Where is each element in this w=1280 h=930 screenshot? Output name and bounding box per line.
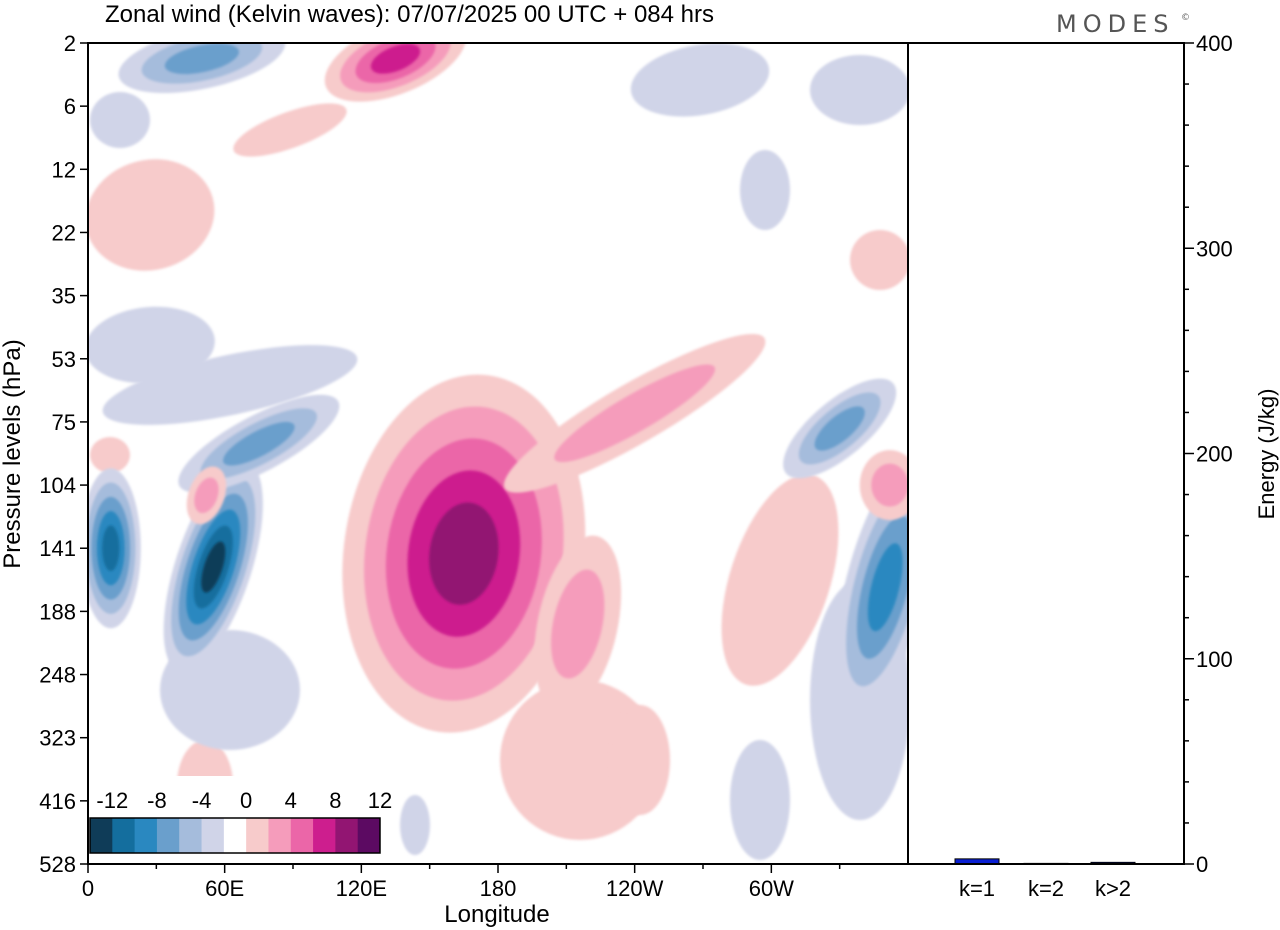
energy-tick-label: 200: [1196, 442, 1233, 467]
y-tick-label: 75: [52, 410, 76, 435]
colorbar-swatch: [112, 818, 136, 853]
contour-patch: [88, 159, 215, 271]
contour-patch: [102, 345, 358, 425]
y-axis-title: Pressure levels (hPa): [0, 339, 26, 568]
colorbar-swatch: [313, 818, 336, 853]
colorbar-swatch: [179, 818, 203, 853]
contour-band: [867, 543, 903, 632]
colorbar-swatch: [156, 818, 180, 853]
contour-band: [871, 463, 908, 507]
colorbar-label: 8: [329, 788, 341, 813]
contour-band: [194, 477, 219, 514]
contour-band: [223, 421, 295, 466]
colorbar-swatch: [90, 818, 113, 853]
x-tick-label: 0: [82, 876, 94, 901]
y-tick-label: 2: [64, 31, 76, 56]
y-tick-label: 528: [39, 852, 76, 877]
y-tick-label: 323: [39, 726, 76, 751]
energy-category-label: k>2: [1095, 876, 1131, 901]
y-tick-label: 53: [52, 347, 76, 372]
colorbar: -12 -8 -4 0 4 8 12: [86, 776, 392, 857]
energy-tick-label: 0: [1196, 852, 1208, 877]
colorbar-label: 0: [240, 788, 252, 813]
colorbar-swatch: [246, 818, 269, 853]
contour-patch: [90, 92, 150, 148]
energy-bars: k=1 k=2 k>2: [954, 858, 1136, 901]
y-tick-label: 141: [39, 536, 76, 561]
colorbar-swatch: [223, 818, 247, 853]
energy-category-label: k=2: [1028, 876, 1064, 901]
contour-field: [88, 43, 908, 860]
contour-patch: [88, 306, 215, 384]
colorbar-swatch: [134, 818, 158, 853]
chart-title: Zonal wind (Kelvin waves): 07/07/2025 00…: [105, 1, 714, 28]
energy-axis-title: Energy (J/kg): [1254, 389, 1279, 520]
contour-band: [551, 569, 605, 679]
contour-patch: [610, 705, 670, 815]
y-tick-label: 248: [39, 663, 76, 688]
colorbar-label: -4: [192, 788, 212, 813]
colorbar-swatch: [201, 818, 225, 853]
x-tick-label: 180: [480, 876, 517, 901]
colorbar-label: 4: [285, 788, 297, 813]
contour-band: [554, 364, 716, 463]
y-tick-label: 22: [52, 220, 76, 245]
contour-band: [370, 43, 421, 74]
energy-tick-label: 100: [1196, 647, 1233, 672]
x-tick-label: 60E: [205, 876, 244, 901]
energy-category-label: k=1: [959, 876, 995, 901]
contour-patch: [740, 150, 790, 230]
y-tick-label: 416: [39, 789, 76, 814]
y-tick-label: 35: [52, 284, 76, 309]
brand-copyright-mark: ©: [1181, 13, 1196, 23]
contour-patch: [400, 795, 430, 855]
contour-band: [102, 525, 120, 572]
contour-patch: [90, 437, 130, 473]
colorbar-label: -12: [96, 788, 128, 813]
y-tick-label: 12: [52, 157, 76, 182]
y-tick-label: 104: [39, 473, 76, 498]
contour-band: [814, 406, 865, 451]
y-tick-label: 6: [64, 94, 76, 119]
contour-patch: [630, 43, 770, 117]
contour-patch: [730, 740, 790, 860]
colorbar-label: 12: [368, 788, 392, 813]
x-axis-title: Longitude: [444, 901, 549, 928]
energy-tick-label: 300: [1196, 236, 1233, 261]
energy-frame: [907, 42, 1185, 865]
colorbar-swatch: [335, 818, 359, 853]
colorbar-swatch: [268, 818, 292, 853]
energy-tick-label: 400: [1196, 31, 1233, 56]
y-tick-label: 188: [39, 599, 76, 624]
contour-patch: [233, 103, 347, 157]
contour-patch: [810, 55, 908, 125]
x-tick-label: 60W: [749, 876, 794, 901]
x-tick-label: 120W: [606, 876, 664, 901]
colorbar-swatch: [357, 818, 381, 853]
colorbar-label: -8: [147, 788, 167, 813]
contour-band: [429, 502, 499, 605]
contour-patch: [721, 474, 839, 686]
colorbar-swatch: [290, 818, 314, 853]
contour-band: [164, 43, 239, 74]
contour-band: [201, 541, 226, 593]
colorbar-frame: [89, 817, 381, 854]
x-tick-label: 120E: [336, 876, 387, 901]
contour-patch: [850, 230, 908, 290]
brand-logo: MODES: [1056, 10, 1174, 38]
